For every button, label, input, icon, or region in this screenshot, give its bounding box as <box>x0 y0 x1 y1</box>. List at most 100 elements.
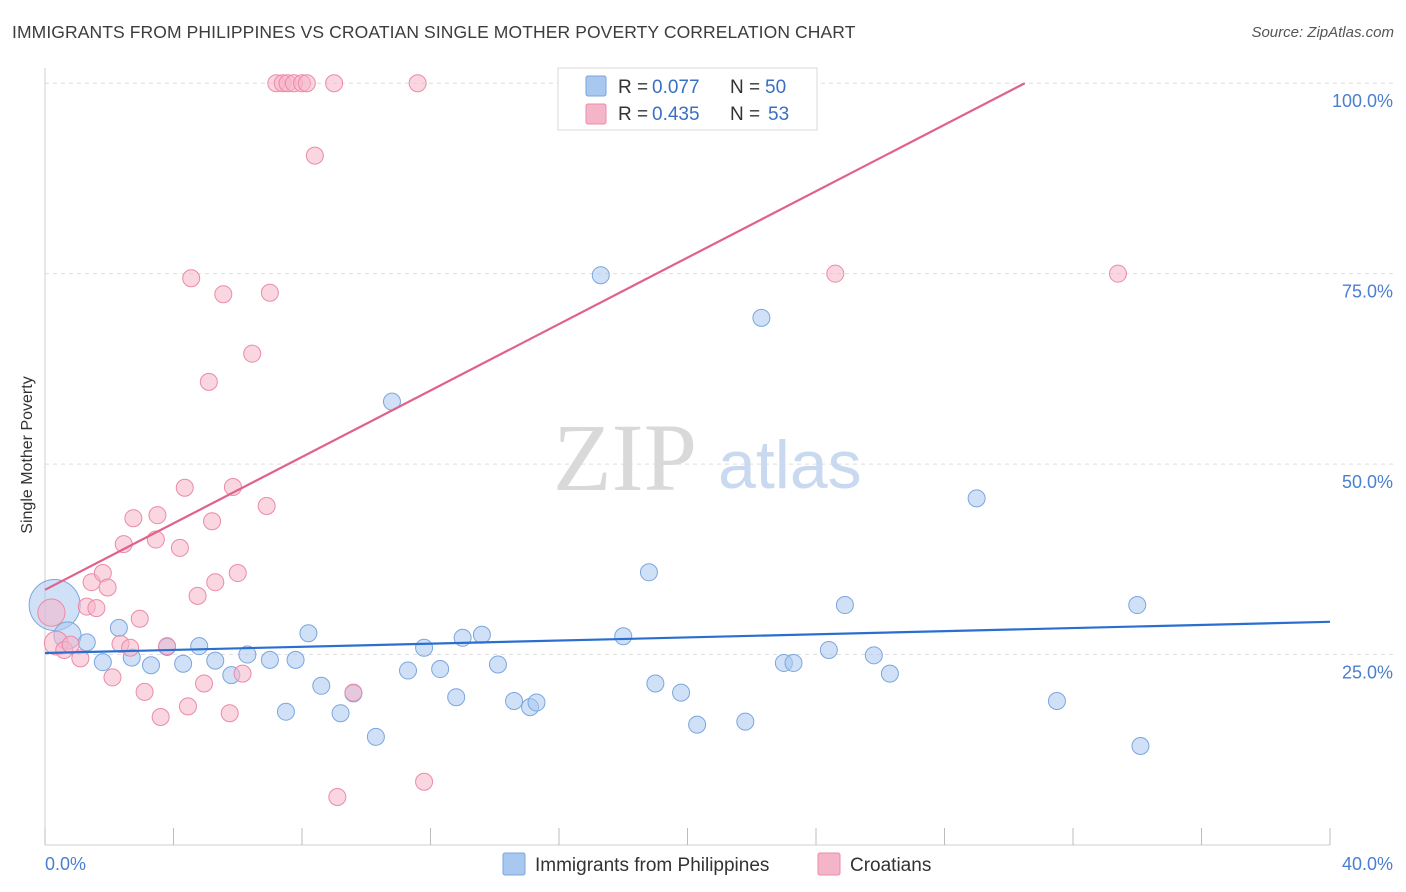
legend-n-label-croatians: N = <box>730 104 760 125</box>
legend-r-label-croatians: R = <box>618 104 648 125</box>
trend-lines <box>44 82 1331 655</box>
point-croatians-4 <box>71 649 90 668</box>
legend-swatch-croatians <box>585 103 607 125</box>
point-croatians-47 <box>328 788 347 807</box>
point-philippines-38 <box>736 712 755 731</box>
point-philippines-44 <box>864 646 883 665</box>
bottom-legend-label-croatians: Croatians <box>850 855 931 876</box>
y-tick-label-1: 50.0% <box>1342 472 1393 492</box>
point-croatians-36 <box>257 497 276 516</box>
point-philippines-45 <box>880 664 899 683</box>
y-tick-label-3: 100.0% <box>1332 91 1393 111</box>
point-philippines-23 <box>415 638 434 657</box>
point-croatians-7 <box>87 599 106 618</box>
watermark-zip: ZIP <box>553 404 697 511</box>
point-philippines-24 <box>431 660 450 679</box>
point-philippines-17 <box>312 676 331 695</box>
point-croatians-30 <box>214 285 233 304</box>
point-croatians-18 <box>148 506 167 525</box>
point-philippines-13 <box>260 650 279 669</box>
point-croatians-23 <box>178 697 197 716</box>
point-philippines-32 <box>591 266 610 285</box>
point-philippines-4 <box>109 618 128 637</box>
bottom-legend-swatch-philippines <box>502 852 526 876</box>
point-croatians-26 <box>195 674 214 693</box>
point-philippines-8 <box>174 654 193 673</box>
point-philippines-28 <box>488 655 507 674</box>
point-philippines-9 <box>190 637 209 656</box>
point-croatians-10 <box>103 668 122 687</box>
trend-line-philippines <box>44 620 1331 655</box>
point-croatians-43 <box>297 74 316 93</box>
point-croatians-9 <box>98 578 117 597</box>
point-croatians-27 <box>199 372 218 391</box>
point-philippines-20 <box>366 727 385 746</box>
point-philippines-10 <box>206 651 225 670</box>
point-philippines-2 <box>77 633 96 652</box>
data-points <box>28 74 1150 807</box>
bottom-legend-label-philippines: Immigrants from Philippines <box>535 855 769 876</box>
axes <box>44 68 1331 846</box>
point-croatians-35 <box>243 344 262 363</box>
point-croatians-51 <box>1108 264 1127 283</box>
point-croatians-28 <box>203 512 222 531</box>
x-tick-label-1: 40.0% <box>1342 854 1393 874</box>
y-tick-label-0: 25.0% <box>1342 663 1393 683</box>
point-philippines-37 <box>688 715 707 734</box>
legend-n-value-croatians: 53 <box>768 104 789 125</box>
point-philippines-35 <box>646 674 665 693</box>
point-croatians-49 <box>415 772 434 791</box>
point-philippines-3 <box>93 653 112 672</box>
point-croatians-20 <box>158 637 177 656</box>
bottom-legend: Immigrants from Philippines Croatians <box>502 852 931 876</box>
point-philippines-33 <box>614 627 633 646</box>
point-philippines-36 <box>672 683 691 702</box>
point-croatians-37 <box>260 283 279 302</box>
point-philippines-43 <box>835 596 854 615</box>
point-croatians-16 <box>135 682 154 701</box>
point-philippines-29 <box>505 692 524 711</box>
tick-labels: 25.0% 50.0% 75.0% 100.0% 0.0% 40.0% <box>45 91 1393 874</box>
y-tick-label-2: 75.0% <box>1342 282 1393 302</box>
point-croatians-14 <box>124 509 143 528</box>
point-philippines-27 <box>472 625 491 644</box>
point-croatians-33 <box>228 564 247 583</box>
legend-n-label-philippines: N = <box>730 77 760 98</box>
point-croatians-48 <box>408 74 427 93</box>
watermark: ZIP atlas <box>553 404 862 511</box>
point-croatians-31 <box>220 704 239 723</box>
chart-title: IMMIGRANTS FROM PHILIPPINES VS CROATIAN … <box>12 22 856 42</box>
watermark-atlas: atlas <box>718 427 862 503</box>
legend-box: R = 0.077 N = 50 R = 0.435 N = 53 <box>557 67 818 131</box>
point-philippines-18 <box>331 704 350 723</box>
gridlines <box>45 82 1393 656</box>
x-tick-label-0: 0.0% <box>45 854 86 874</box>
point-philippines-39 <box>752 308 771 327</box>
point-philippines-22 <box>399 661 418 680</box>
point-croatians-34 <box>233 664 252 683</box>
chart-source: Source: ZipAtlas.com <box>1251 24 1394 41</box>
legend-r-label-philippines: R = <box>618 77 648 98</box>
point-croatians-24 <box>182 269 201 288</box>
point-philippines-14 <box>276 702 295 721</box>
point-philippines-25 <box>447 688 466 707</box>
point-croatians-22 <box>175 478 194 497</box>
point-croatians-25 <box>188 586 207 605</box>
legend-r-value-philippines: 0.077 <box>652 77 700 98</box>
legend-swatch-philippines <box>585 75 607 97</box>
point-philippines-31 <box>527 693 546 712</box>
point-croatians-45 <box>325 74 344 93</box>
point-croatians-0 <box>37 598 66 627</box>
legend-r-value-croatians: 0.435 <box>652 104 700 125</box>
bottom-legend-swatch-croatians <box>817 852 841 876</box>
point-philippines-16 <box>299 624 318 643</box>
point-croatians-19 <box>151 708 170 727</box>
point-philippines-47 <box>1047 692 1066 711</box>
point-croatians-29 <box>206 573 225 592</box>
point-croatians-13 <box>121 638 140 657</box>
point-philippines-46 <box>967 489 986 508</box>
legend-n-value-philippines: 50 <box>765 77 786 98</box>
point-philippines-34 <box>639 563 658 582</box>
point-croatians-50 <box>826 264 845 283</box>
